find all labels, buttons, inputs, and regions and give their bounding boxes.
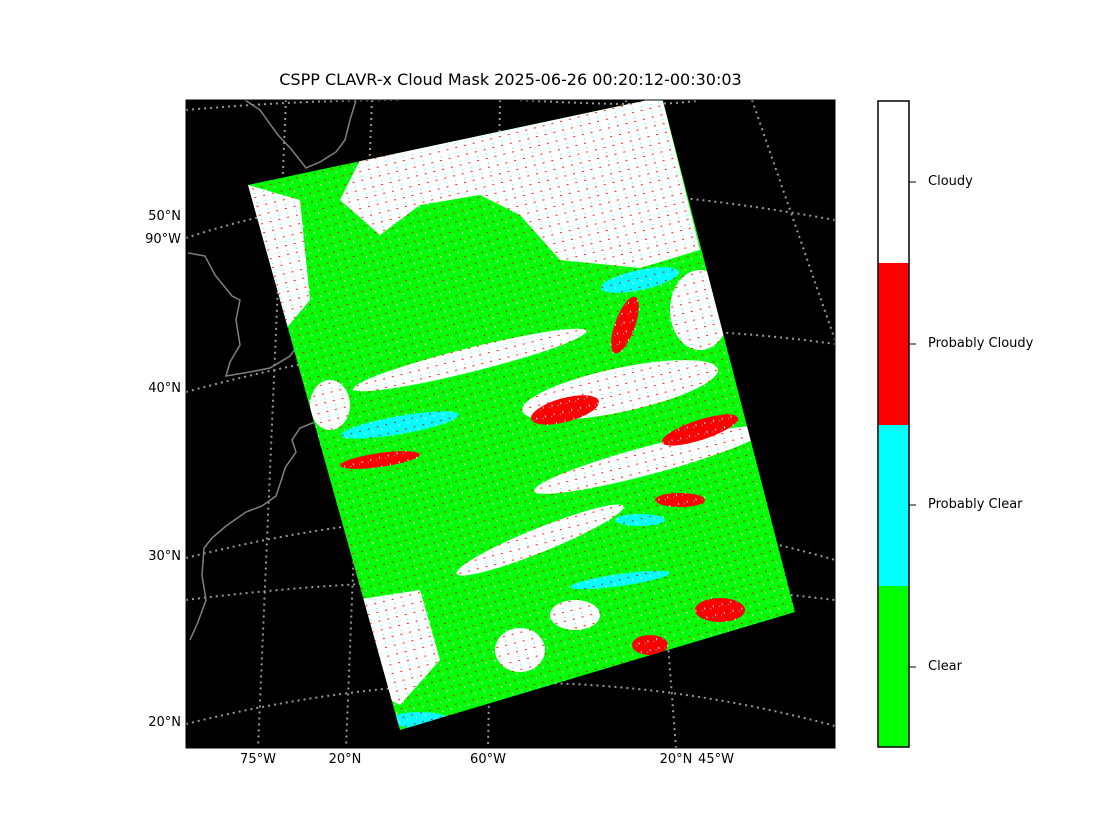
lon-label-20n-left: 20°N: [328, 752, 362, 767]
coastline: [187, 100, 357, 641]
figure-title: CSPP CLAVR-x Cloud Mask 2025-06-26 00:20…: [279, 70, 742, 89]
map-frame: [185, 99, 836, 749]
lat-label-50n: 50°N: [148, 209, 181, 224]
lon-label-20n-right: 20°N: [659, 752, 693, 767]
colorbar: [877, 100, 916, 748]
legend-label-clear: Clear: [928, 659, 962, 674]
legend-label-cloudy: Cloudy: [928, 174, 973, 189]
colorbar-probably-clear-swatch: [878, 425, 909, 586]
lon-label-75w: 75°W: [240, 752, 276, 767]
lat-label-30n: 30°N: [148, 549, 181, 564]
colorbar-clear-swatch: [878, 586, 909, 747]
lon-label-60w: 60°W: [470, 752, 506, 767]
legend-label-probably-cloudy: Probably Cloudy: [928, 336, 1034, 351]
colorbar-cloudy-swatch: [878, 101, 909, 263]
lon-label-45w: 45°W: [698, 752, 734, 767]
legend-label-probably-clear: Probably Clear: [928, 497, 1023, 512]
lat-label-20n: 20°N: [148, 715, 181, 730]
colorbar-probably-cloudy-swatch: [878, 263, 909, 425]
lat-label-90w: 90°W: [145, 232, 181, 247]
lat-label-40n: 40°N: [148, 381, 181, 396]
